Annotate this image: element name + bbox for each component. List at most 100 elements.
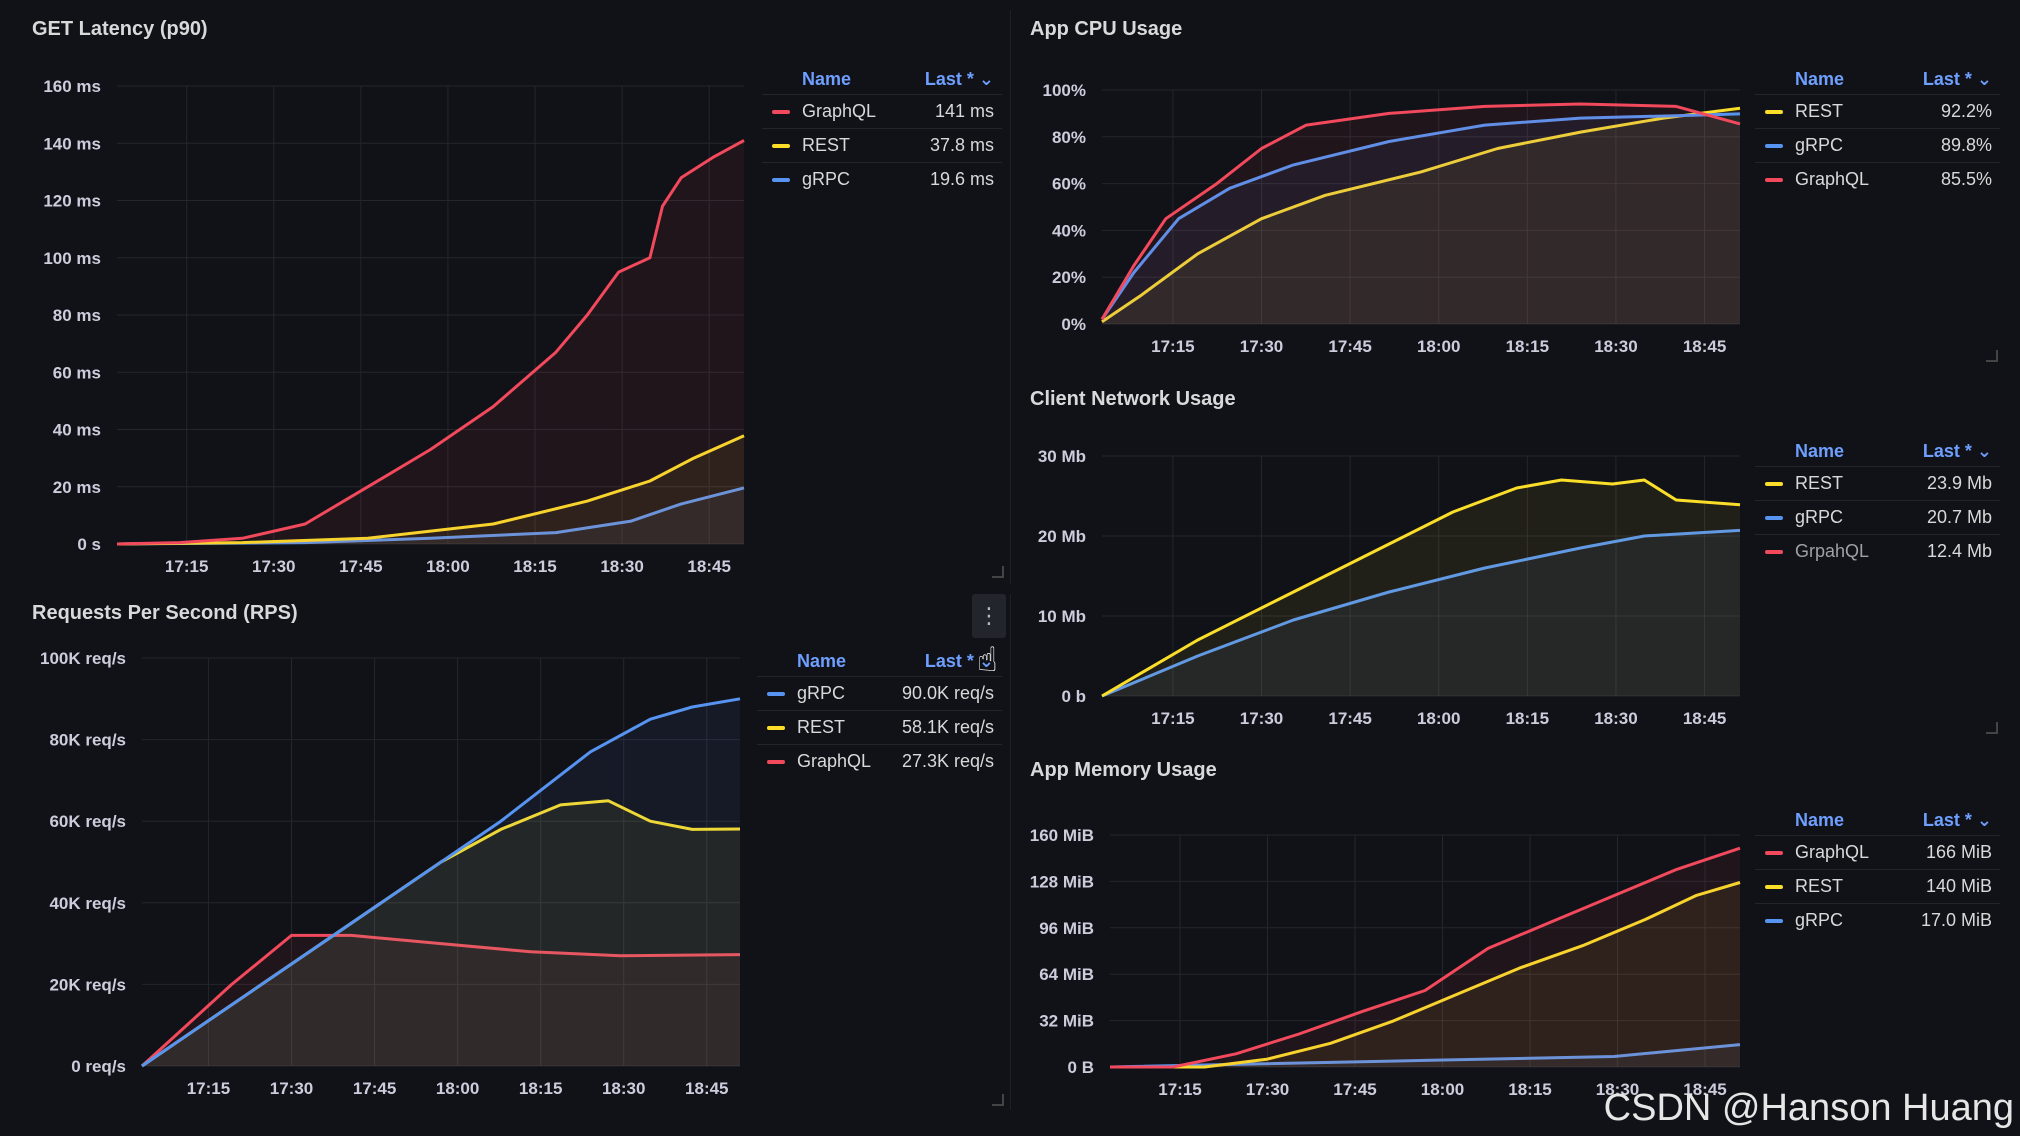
legend-row[interactable]: GraphQL 27.3K req/s	[757, 744, 1002, 778]
legend-series-name: GraphQL	[802, 101, 877, 121]
legend-name-header[interactable]: Name	[802, 68, 852, 89]
series-line-rest[interactable]	[1110, 881, 1741, 1069]
y-tick-label: 40 ms	[53, 421, 101, 440]
series-swatch-icon	[767, 759, 785, 764]
legend-series-name: gRPC	[1795, 135, 1844, 155]
legend-series-value: 90.0K req/s	[901, 683, 994, 703]
y-tick-label: 80%	[1052, 128, 1086, 147]
y-tick-label: 80K req/s	[49, 731, 126, 750]
y-tick-label: 0 s	[77, 535, 101, 554]
panel-title[interactable]: GET Latency (p90)	[32, 18, 208, 40]
y-tick-label: 140 ms	[43, 134, 101, 153]
y-tick-label: 32 MiB	[1039, 1012, 1094, 1031]
y-tick-label: 10 Mb	[1038, 607, 1086, 626]
legend-row[interactable]: REST 58.1K req/s	[757, 710, 1002, 744]
legend-name-header[interactable]: Name	[1795, 809, 1845, 830]
cpu-chart: 0% 20% 40% 60% 80% 100% 17:15 17:30 17:45 18:00 18…	[1043, 81, 1741, 356]
legend-series-name: GraphQL	[797, 751, 872, 771]
legend-row[interactable]: GrpahQL 12.4 Mb	[1755, 534, 2000, 568]
series-line-grpc[interactable]	[116, 486, 745, 546]
panel-title[interactable]: Requests Per Second (RPS)	[32, 602, 298, 624]
legend-header: Name Last * ⌄	[757, 646, 1002, 676]
memory-legend: Name Last * ⌄ GraphQL 166 MiB REST 140 MiB gRP…	[1755, 805, 2000, 937]
legend-row[interactable]: gRPC 20.7 Mb	[1755, 500, 2000, 534]
hand-cursor-icon: ☝	[977, 641, 998, 679]
series-area	[1102, 113, 1740, 325]
legend-series-value: 20.7 Mb	[1926, 507, 1992, 527]
legend-last-sort-header[interactable]: Last * ⌄	[1922, 809, 1992, 830]
panel-title[interactable]: App Memory Usage	[1030, 759, 1217, 781]
panel-memory: App Memory Usage 0 B 32 MiB 64 MiB 96 MiB 12…	[1020, 751, 2010, 1131]
series-swatch-icon	[767, 691, 785, 696]
legend-row[interactable]: GraphQL 141 ms	[762, 94, 1002, 128]
memory-chart: 0 B 32 MiB 64 MiB 96 MiB 128 MiB 160 MiB 17:15…	[1030, 826, 1741, 1099]
series-line-grpc[interactable]	[141, 697, 741, 1068]
series-line-graphql[interactable]	[116, 139, 745, 546]
legend-series-value: 23.9 Mb	[1926, 473, 1992, 493]
x-tick-label: 18:00	[1421, 1080, 1464, 1099]
series-swatch-icon	[1765, 143, 1783, 148]
legend-row[interactable]: REST 140 MiB	[1755, 869, 2000, 903]
series-line-rest[interactable]	[116, 434, 745, 546]
resize-handle-icon[interactable]	[1986, 350, 1998, 362]
y-tick-label: 40%	[1052, 221, 1086, 240]
legend-name-header[interactable]: Name	[1795, 440, 1845, 461]
rps-chart: 0 req/s 20K req/s 40K req/s 60K req/s 80K re…	[40, 649, 741, 1098]
legend-series-name: REST	[797, 717, 846, 737]
legend-series-name: gRPC	[1795, 910, 1844, 930]
legend-row[interactable]: gRPC 90.0K req/s	[757, 676, 1002, 710]
legend-series-value: 166 MiB	[1925, 842, 1992, 862]
y-tick-label: 0 b	[1061, 687, 1086, 706]
y-tick-label: 100%	[1043, 81, 1086, 100]
legend-series-name: gRPC	[802, 169, 851, 189]
legend-series-value: 19.6 ms	[929, 169, 994, 189]
y-tick-label: 128 MiB	[1030, 872, 1094, 891]
series-line-grpc[interactable]	[1100, 112, 1741, 321]
network-chart: 0 b 10 Mb 20 Mb 30 Mb 17:15 17:30 17:45 18:00 18…	[1038, 447, 1741, 728]
series-line-graphql[interactable]	[1110, 846, 1741, 1069]
series-area	[142, 800, 740, 1066]
panel-title[interactable]: App CPU Usage	[1030, 18, 1183, 40]
series-line-rest[interactable]	[1101, 478, 1741, 698]
panel-menu-icon[interactable]: ⋮	[972, 594, 1006, 638]
y-tick-label: 60 ms	[53, 363, 101, 382]
x-tick-label: 18:30	[1596, 1080, 1639, 1099]
legend-last-sort-header[interactable]: Last * ⌄	[1922, 440, 1992, 461]
rps-legend: Name Last * ⌄ gRPC 90.0K req/s REST 58.1K req…	[757, 646, 1002, 778]
legend-row[interactable]: REST 92.2%	[1755, 94, 2000, 128]
series-line-grpc[interactable]	[1109, 1043, 1741, 1069]
legend-last-sort-header[interactable]: Last * ⌄	[924, 650, 994, 671]
legend-row[interactable]: REST 23.9 Mb	[1755, 466, 2000, 500]
series-swatch-icon	[1765, 884, 1783, 889]
legend-name-header[interactable]: Name	[797, 650, 847, 671]
x-tick-label: 18:30	[600, 557, 643, 576]
legend-row[interactable]: gRPC 17.0 MiB	[1755, 903, 2000, 937]
legend-row[interactable]: gRPC 19.6 ms	[762, 162, 1002, 196]
series-line-graphql[interactable]	[1100, 102, 1741, 321]
legend-row[interactable]: gRPC 89.8%	[1755, 128, 2000, 162]
legend-row[interactable]: GraphQL 166 MiB	[1755, 835, 2000, 869]
series-swatch-icon	[767, 725, 785, 730]
resize-handle-icon[interactable]	[992, 566, 1004, 578]
series-line-graphql[interactable]	[140, 933, 741, 1068]
legend-header: Name Last * ⌄	[1755, 436, 2000, 466]
y-tick-label: 60K req/s	[49, 812, 126, 831]
panel-title[interactable]: Client Network Usage	[1030, 388, 1236, 410]
x-tick-label: 18:45	[1683, 1080, 1726, 1099]
legend-series-value: 58.1K req/s	[901, 717, 994, 737]
series-line-grpc[interactable]	[1101, 528, 1741, 698]
resize-handle-icon[interactable]	[992, 1094, 1004, 1106]
x-tick-label: 17:30	[1240, 709, 1283, 728]
legend-series-name: GrpahQL	[1795, 541, 1870, 561]
legend-row[interactable]: REST 37.8 ms	[762, 128, 1002, 162]
legend-row[interactable]: GraphQL 85.5%	[1755, 162, 2000, 196]
x-tick-label: 18:45	[1683, 337, 1726, 356]
resize-handle-icon[interactable]	[1986, 722, 1998, 734]
legend-series-value: 140 MiB	[1925, 876, 1992, 896]
legend-name-header[interactable]: Name	[1795, 68, 1845, 89]
series-line-rest[interactable]	[1101, 106, 1741, 323]
series-swatch-icon	[1765, 481, 1783, 486]
legend-last-sort-header[interactable]: Last * ⌄	[924, 68, 994, 89]
legend-last-sort-header[interactable]: Last * ⌄	[1922, 68, 1992, 89]
x-tick-label: 18:30	[1594, 337, 1637, 356]
